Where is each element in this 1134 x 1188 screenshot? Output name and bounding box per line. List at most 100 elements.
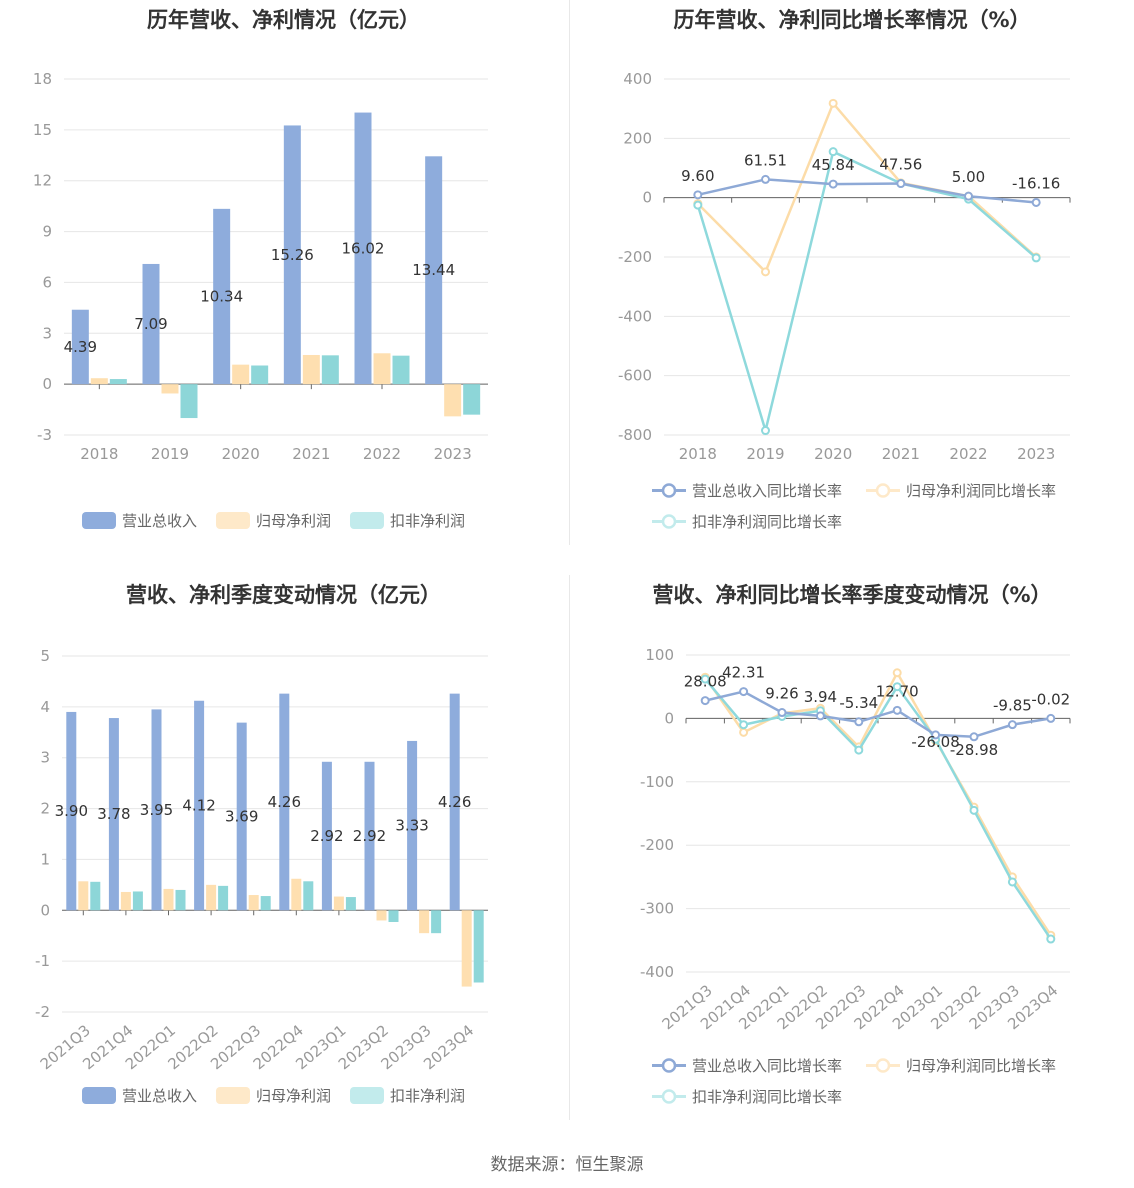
legend-revenue-growth[interactable]: 营业总收入同比增长率 [652, 480, 842, 501]
revenue-bar [279, 693, 290, 911]
bar-chart-ytick-label: -2 [35, 1003, 50, 1021]
revenue-data-label: 2.92 [310, 827, 343, 845]
bar-chart-ytick-label: 5 [40, 647, 50, 665]
legend-deducted-growth-label: 扣非净利润同比增长率 [692, 513, 843, 531]
bar-chart-ytick-label: 3 [42, 324, 52, 342]
deducted-profit-bar [321, 355, 339, 385]
bar-chart-ytick-label: 6 [42, 273, 52, 291]
legend-net-profit-q[interactable]: 归母净利润 [216, 1085, 331, 1106]
legend-revenue-growth-q[interactable]: 营业总收入同比增长率 [652, 1055, 842, 1076]
deducted-growth-line [696, 149, 1037, 436]
revenue-bar [354, 112, 372, 385]
yearly-bar-legend: 营业总收入 归母净利润 扣非净利润 [0, 510, 567, 534]
deducted-growth-point [739, 720, 749, 730]
legend-deducted-profit[interactable]: 扣非净利润 [350, 510, 465, 531]
net-profit-bar [461, 910, 472, 987]
deducted-growth-point [828, 147, 838, 157]
bar-chart-xtick-label: 2023 [434, 445, 472, 463]
deducted-profit-bar [392, 355, 410, 385]
vertical-divider-bottom [569, 575, 570, 1120]
deducted-profit-bar [463, 384, 481, 415]
legend-deducted-profit-q[interactable]: 扣非净利润 [350, 1085, 465, 1106]
line-chart-ytick-label: -300 [640, 900, 674, 918]
data-source-note: 数据来源：恒生聚源 [490, 1155, 644, 1175]
bar-chart-ytick-label: 4 [40, 698, 50, 716]
revenue-growth-point [1031, 197, 1041, 207]
vertical-divider-top [569, 0, 570, 545]
legend-deducted-profit-q-label: 扣非净利润 [390, 1087, 466, 1105]
revenue-growth-point [854, 717, 864, 727]
revenue-bar [108, 718, 119, 911]
legend-net-growth[interactable]: 归母净利润同比增长率 [866, 480, 1056, 501]
net-profit-bar [163, 888, 174, 911]
bar-chart-ytick-label: 18 [33, 70, 52, 88]
yearly-revenue-profit-chart: -3 0 3 6 9 12 15 18 2018 2019 2020 2021 2022 2023 4.39… [33, 70, 488, 463]
revenue-data-label: 4.26 [438, 793, 471, 811]
line-chart-xtick-label: 2022 [949, 445, 987, 463]
bar-chart-xtick-label: 2021 [292, 445, 330, 463]
revenue-growth-line [704, 690, 1052, 739]
deducted-profit-bar [303, 881, 314, 911]
net-profit-bar [419, 910, 430, 934]
revenue-growth-data-label: 5.00 [952, 168, 985, 186]
revenue-bar [71, 309, 89, 385]
line-chart-xtick-label: 2021 [882, 445, 920, 463]
legend-net-growth-q-label: 归母净利润同比增长率 [906, 1057, 1057, 1075]
deducted-profit-bar [345, 897, 356, 911]
yearly-line-legend: 营业总收入同比增长率 归母净利润同比增长率 扣非净利润同比增长率 [570, 480, 1134, 536]
bar-chart-xtick-label: 2018 [80, 445, 118, 463]
legend-deducted-profit-q-swatch [350, 1087, 384, 1104]
revenue-bar [449, 693, 460, 911]
revenue-growth-data-label: 3.94 [804, 688, 837, 706]
revenue-bar [213, 208, 231, 385]
revenue-data-label: 3.33 [395, 817, 428, 835]
legend-net-profit-swatch [216, 512, 250, 529]
net-profit-bar [161, 384, 179, 394]
legend-revenue[interactable]: 营业总收入 [82, 510, 197, 531]
revenue-growth-point [739, 687, 749, 697]
net-profit-bar [333, 896, 344, 911]
net-growth-line [704, 670, 1052, 936]
yearly-growth-chart: -800 -600 -400 -200 0 200 400 2018 2019 2020 2021 2… [618, 70, 1071, 463]
legend-deducted-growth-q-swatch [652, 1089, 686, 1104]
deducted-profit-bar [180, 384, 198, 419]
legend-deducted-growth-q[interactable]: 扣非净利润同比增长率 [652, 1086, 842, 1107]
bar-chart-ytick-label: 0 [42, 375, 52, 393]
line-chart-ytick-label: -200 [618, 248, 652, 266]
net-profit-bar [302, 354, 320, 385]
revenue-bar [283, 125, 301, 385]
revenue-growth-data-label: -28.98 [950, 741, 998, 759]
yearly-revenue-profit-panel: 历年营收、净利情况（亿元） -3 0 3 6 9 12 15 18 2018 2019 2020 20… [0, 0, 567, 545]
yearly-revenue-profit-title: 历年营收、净利情况（亿元） [147, 8, 420, 32]
net-profit-bar [376, 910, 387, 921]
legend-net-profit[interactable]: 归母净利润 [216, 510, 331, 531]
revenue-data-label: 3.69 [225, 807, 258, 825]
revenue-bar [66, 711, 77, 911]
legend-net-growth-q[interactable]: 归母净利润同比增长率 [866, 1055, 1056, 1076]
deducted-profit-bar [175, 889, 186, 911]
line-chart-ytick-label: -200 [640, 836, 674, 854]
bar-chart-ytick-label: 0 [40, 901, 50, 919]
legend-revenue-q[interactable]: 营业总收入 [82, 1085, 197, 1106]
line-chart-ytick-label: 100 [645, 646, 674, 664]
bar-chart-xtick-label: 2022 [363, 445, 401, 463]
deducted-growth-line [704, 678, 1052, 940]
revenue-growth-point [892, 705, 902, 715]
revenue-growth-point [964, 191, 973, 201]
line-chart-ytick-label: -400 [640, 963, 674, 981]
bar-chart-xtick-label: 2020 [222, 445, 260, 463]
net-growth-point [739, 727, 749, 737]
line-chart-xtick-label: 2020 [814, 445, 852, 463]
revenue-growth-data-label: 42.31 [722, 664, 765, 682]
legend-deducted-growth[interactable]: 扣非净利润同比增长率 [652, 511, 842, 532]
line-chart-ytick-label: 400 [623, 70, 652, 88]
deducted-profit-bar [251, 365, 269, 385]
legend-deducted-profit-label: 扣非净利润 [390, 512, 466, 530]
legend-net-profit-label: 归母净利润 [256, 512, 332, 530]
revenue-growth-line [697, 178, 1037, 204]
revenue-growth-data-label: -16.16 [1012, 174, 1060, 192]
deducted-growth-point [1046, 934, 1056, 944]
revenue-data-label: 16.02 [342, 239, 385, 257]
revenue-bar [425, 156, 443, 385]
revenue-data-label: 3.78 [97, 805, 130, 823]
